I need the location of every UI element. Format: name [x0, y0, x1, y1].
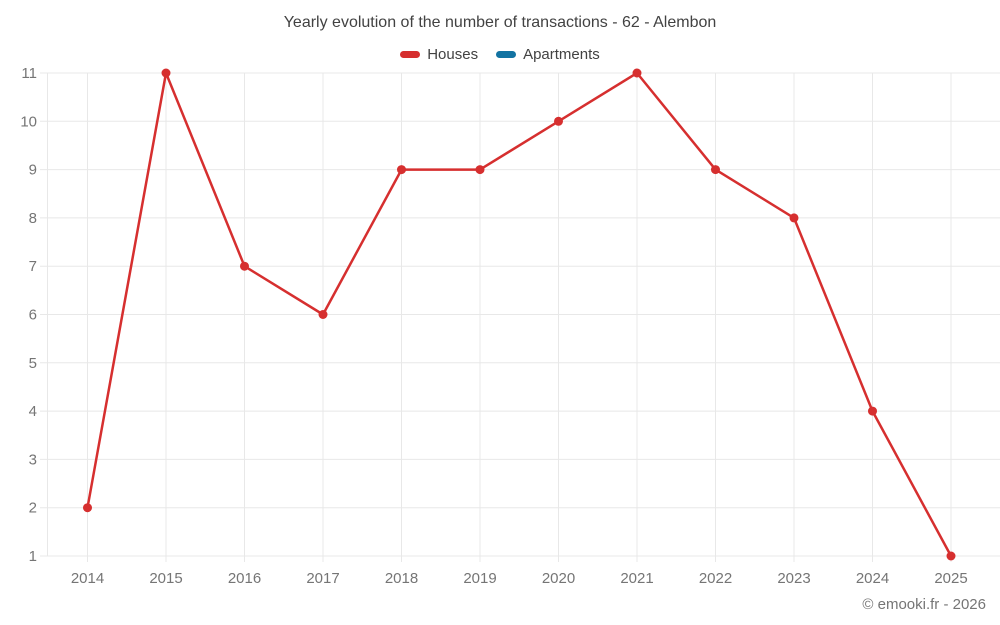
legend-item-apartments[interactable]: Apartments — [496, 46, 600, 63]
legend-label-houses: Houses — [427, 46, 479, 63]
y-tick-label: 4 — [29, 403, 37, 420]
data-point[interactable] — [554, 116, 563, 126]
x-tick-label: 2015 — [149, 570, 182, 587]
x-tick-label: 2014 — [71, 570, 104, 587]
y-tick-label: 11 — [21, 65, 37, 82]
data-point[interactable] — [318, 310, 328, 319]
data-point[interactable] — [789, 213, 799, 223]
series-lines — [86, 71, 953, 558]
y-tick-label: 3 — [29, 451, 37, 468]
y-tick-label: 7 — [29, 258, 37, 275]
data-point[interactable] — [161, 68, 171, 78]
x-tick-label: 2016 — [228, 570, 261, 587]
data-point[interactable] — [632, 68, 642, 78]
axis-labels: 1 2 3 4 5 6 7 8 9 10 11 2014 2015 2016 2017 2018 2019 202… — [20, 65, 967, 587]
apartments-legend-swatch-icon — [496, 51, 517, 58]
series-line-houses — [86, 71, 953, 558]
data-point[interactable] — [868, 406, 877, 416]
x-tick-label: 2020 — [542, 570, 575, 587]
x-tick-label: 2024 — [856, 570, 889, 587]
data-point[interactable] — [240, 261, 249, 271]
y-tick-label: 10 — [20, 113, 37, 130]
series-points — [83, 68, 956, 561]
y-tick-label: 1 — [29, 548, 37, 565]
data-point[interactable] — [711, 165, 720, 175]
x-tick-label: 2023 — [777, 570, 810, 587]
data-point[interactable] — [397, 165, 406, 175]
x-tick-label: 2021 — [620, 570, 653, 587]
y-tick-label: 5 — [29, 355, 37, 372]
legend-label-apartments: Apartments — [523, 46, 600, 63]
x-tick-label: 2022 — [699, 570, 732, 587]
y-tick-label: 2 — [29, 500, 37, 517]
houses-legend-swatch-icon — [400, 51, 421, 58]
copyright-notice: © emooki.fr - 2026 — [862, 596, 986, 613]
chart-legend: Houses Apartments — [0, 46, 1000, 63]
x-tick-label: 2018 — [385, 570, 418, 587]
gridlines — [40, 72, 1000, 562]
legend-item-houses[interactable]: Houses — [400, 46, 478, 63]
y-tick-label: 8 — [29, 210, 37, 227]
chart-title: Yearly evolution of the number of transa… — [283, 14, 717, 31]
x-tick-label: 2025 — [934, 570, 967, 587]
data-point[interactable] — [475, 165, 485, 175]
y-tick-label: 9 — [29, 162, 37, 179]
x-tick-label: 2017 — [306, 570, 339, 587]
data-point[interactable] — [946, 551, 956, 561]
y-tick-label: 6 — [29, 307, 37, 324]
x-tick-label: 2019 — [463, 570, 496, 587]
data-point[interactable] — [83, 503, 92, 513]
